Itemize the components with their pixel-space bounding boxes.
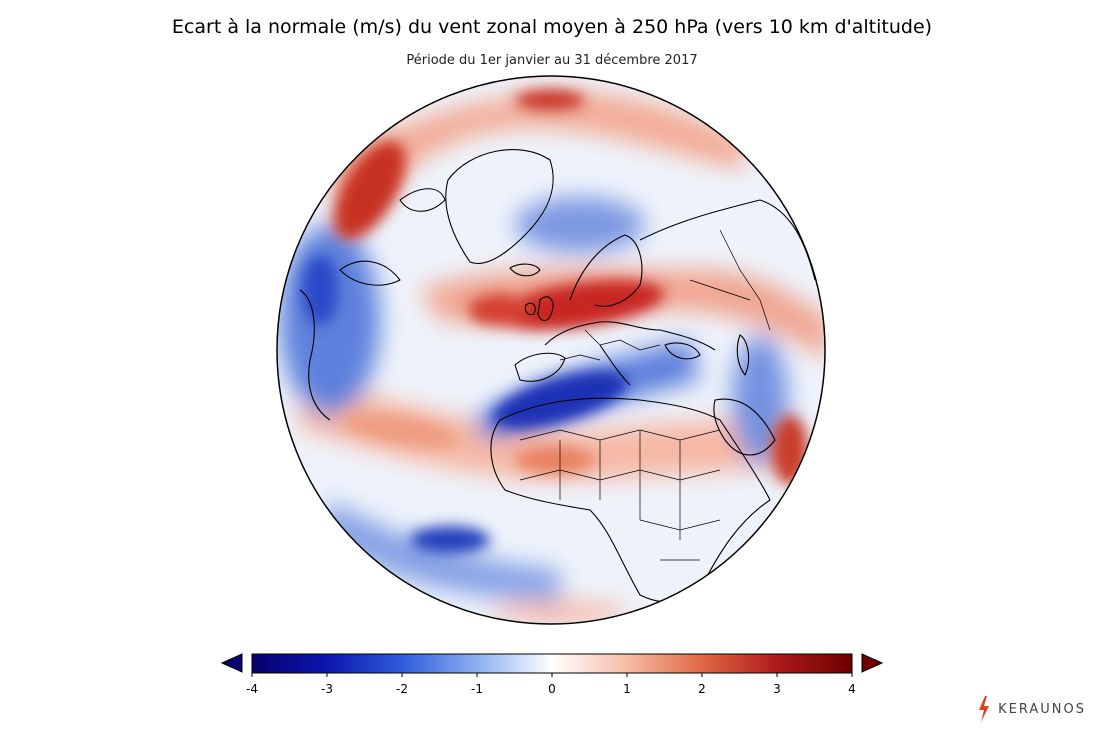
keraunos-logo: KERAUNOS — [978, 696, 1086, 722]
colorbar-tick-label: -3 — [321, 682, 333, 696]
map-title: Ecart à la normale (m/s) du vent zonal m… — [171, 16, 933, 38]
colorbar-tick-label: 1 — [623, 682, 631, 696]
borders — [519, 229, 771, 561]
colorbar-gradient — [251, 653, 853, 674]
colorbar-tick-label: 4 — [848, 682, 856, 696]
colorbar-tick-label: -4 — [246, 682, 258, 696]
logo-text: KERAUNOS — [998, 701, 1086, 717]
colorbar-extend-min — [220, 653, 243, 673]
anomaly-field — [277, 76, 825, 624]
map-subtitle: Période du 1er janvier au 31 décembre 20… — [406, 53, 698, 68]
colorbar-tick-label: 0 — [548, 682, 556, 696]
colorbar-tick-label: -2 — [396, 682, 408, 696]
colorbar-tick-label: -1 — [471, 682, 483, 696]
colorbar-extend-max — [861, 653, 884, 673]
lightning-bolt-icon — [979, 696, 990, 722]
colorbar-tick-label: 3 — [773, 682, 781, 696]
colorbar-tick-label: 2 — [698, 682, 706, 696]
colorbar-ticks: -4 -3 -2 -1 0 1 2 3 4 — [246, 673, 856, 696]
globe-outline — [276, 75, 826, 625]
